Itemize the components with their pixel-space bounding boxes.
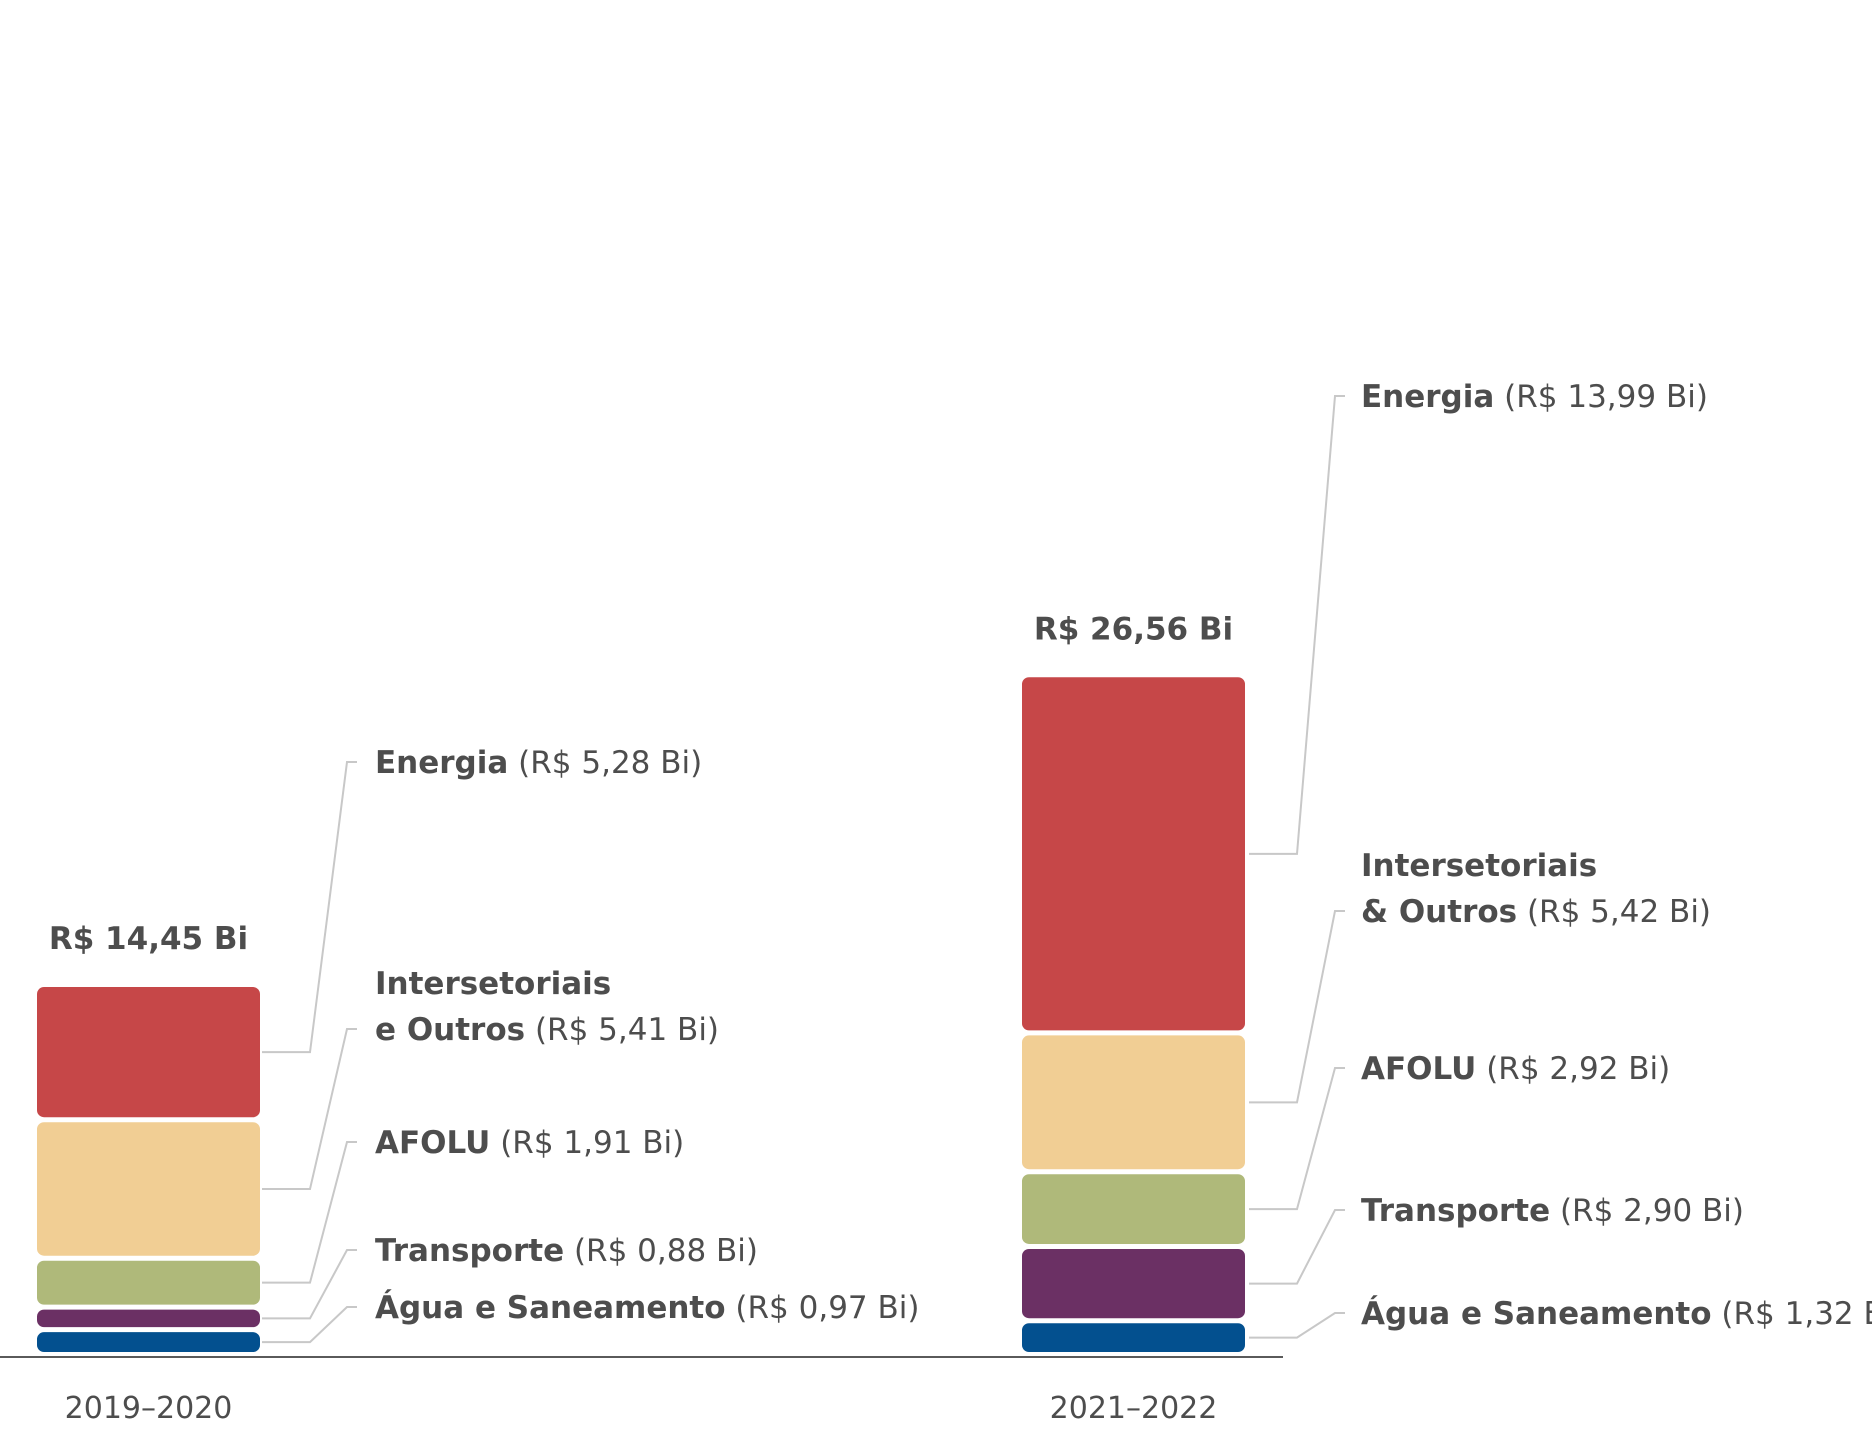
- segment-label-afolu-0: AFOLU (R$ 1,91 Bi): [375, 1125, 684, 1161]
- bar-segment-afolu-1: [1022, 1174, 1245, 1244]
- total-label-0: R$ 14,45 Bi: [49, 921, 248, 957]
- bar-segment-afolu-0: [37, 1260, 260, 1305]
- segment-label-value: (R$ 0,88 Bi): [564, 1233, 758, 1269]
- category-label-0: 2019–2020: [65, 1391, 233, 1426]
- segment-label-value: (R$ 5,42 Bi): [1517, 894, 1711, 930]
- segment-label-value: (R$ 0,97 Bi): [726, 1290, 920, 1326]
- bar-segment-energia-1: [1022, 677, 1245, 1031]
- segment-labels-layer: Água e Saneamento (R$ 0,97 Bi) Transporte…: [375, 379, 1872, 1332]
- leader-lines-layer: [262, 395, 1345, 1344]
- segment-label-name: Água e Saneamento: [375, 1290, 726, 1326]
- segment-label-name: & Outros: [1361, 894, 1517, 930]
- segment-label-energia-1: Energia (R$ 13,99 Bi): [1361, 379, 1708, 415]
- segment-label-value: (R$ 2,92 Bi): [1476, 1051, 1670, 1087]
- leader-line-afolu-0: [262, 1141, 357, 1284]
- category-labels-layer: 2019–2020 2021–2022: [65, 1391, 1218, 1426]
- segment-label-name: AFOLU: [1361, 1051, 1476, 1087]
- leader-line-energia-0: [262, 761, 357, 1054]
- leader-line-agua-0: [262, 1306, 357, 1344]
- leader-line-intersetoriais-1: [1249, 910, 1345, 1104]
- bar-segment-transporte-1: [1022, 1248, 1245, 1319]
- segment-label-name: Transporte: [1361, 1193, 1550, 1229]
- leader-line-transporte-0: [262, 1249, 357, 1320]
- segment-label-name: Água e Saneamento: [1361, 1296, 1712, 1332]
- leader-line-intersetoriais-0: [262, 1028, 357, 1190]
- segment-label-intersetoriais-0: Intersetoriais e Outros (R$ 5,41 Bi): [375, 966, 719, 1048]
- segment-label-name: e Outros: [375, 1012, 525, 1048]
- bars-layer: [37, 677, 1245, 1352]
- leader-line-energia-1: [1249, 395, 1345, 855]
- segment-label-transporte-0: Transporte (R$ 0,88 Bi): [375, 1233, 758, 1269]
- segment-label-value: (R$ 1,32 Bi): [1712, 1296, 1872, 1332]
- bar-segment-agua-1: [1022, 1323, 1245, 1352]
- segment-label-name: AFOLU: [375, 1125, 490, 1161]
- segment-label-agua-0: Água e Saneamento (R$ 0,97 Bi): [375, 1290, 919, 1326]
- segment-label-value: (R$ 13,99 Bi): [1494, 379, 1708, 415]
- segment-label-afolu-1: AFOLU (R$ 2,92 Bi): [1361, 1051, 1670, 1087]
- leader-line-afolu-1: [1249, 1067, 1345, 1211]
- segment-label-name: Intersetoriais: [375, 966, 611, 1002]
- segment-label-value: (R$ 1,91 Bi): [490, 1125, 684, 1161]
- leader-line-agua-1: [1249, 1312, 1345, 1339]
- segment-label-name: Energia: [375, 745, 508, 781]
- category-label-1: 2021–2022: [1050, 1391, 1218, 1426]
- segment-label-energia-0: Energia (R$ 5,28 Bi): [375, 745, 702, 781]
- bar-segment-intersetoriais-1: [1022, 1035, 1245, 1170]
- segment-label-agua-1: Água e Saneamento (R$ 1,32 Bi): [1361, 1296, 1872, 1332]
- bar-segment-transporte-0: [37, 1309, 260, 1328]
- segment-label-name: Intersetoriais: [1361, 848, 1597, 884]
- segment-label-name: Transporte: [375, 1233, 564, 1269]
- totals-layer: R$ 14,45 Bi R$ 26,56 Bi: [49, 611, 1233, 957]
- segment-label-value: (R$ 5,28 Bi): [508, 745, 702, 781]
- segment-label-name: Energia: [1361, 379, 1494, 415]
- segment-label-transporte-1: Transporte (R$ 2,90 Bi): [1361, 1193, 1744, 1229]
- segment-label-value: (R$ 5,41 Bi): [525, 1012, 719, 1048]
- bar-segment-intersetoriais-0: [37, 1122, 260, 1256]
- total-label-1: R$ 26,56 Bi: [1034, 611, 1233, 647]
- leader-line-transporte-1: [1249, 1209, 1345, 1285]
- segment-label-value: (R$ 2,90 Bi): [1550, 1193, 1744, 1229]
- bar-segment-energia-0: [37, 987, 260, 1118]
- segment-label-intersetoriais-1: Intersetoriais & Outros (R$ 5,42 Bi): [1361, 848, 1711, 930]
- bar-segment-agua-0: [37, 1332, 260, 1352]
